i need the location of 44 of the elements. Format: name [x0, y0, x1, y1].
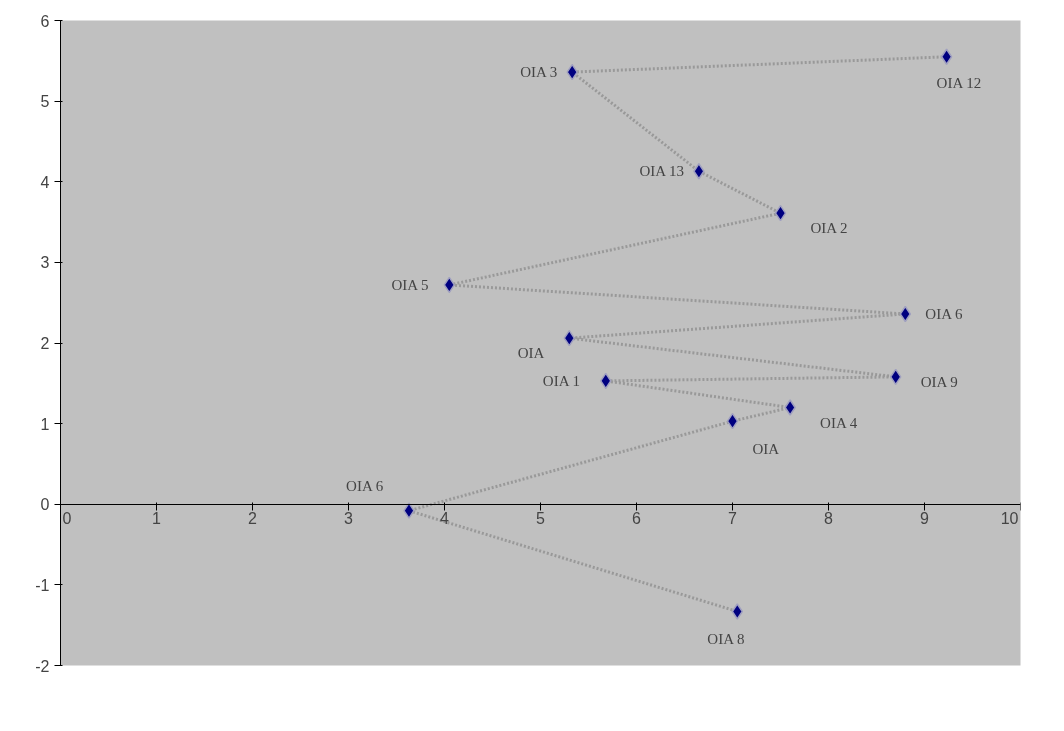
annotation: OIA 9: [920, 373, 958, 390]
point: [726, 412, 739, 430]
y-tick-label: 1: [40, 415, 50, 433]
annotation: OIA 3: [520, 64, 558, 81]
y-tick-label: -1: [35, 576, 50, 594]
annotation: OIA 1: [542, 372, 580, 389]
x-tick-label: 8: [824, 510, 834, 528]
x-tick-label: 7: [728, 510, 738, 528]
point: [940, 48, 953, 66]
annotation: OIA 13: [639, 163, 685, 180]
x-tick-label: 2: [248, 510, 258, 528]
y-tick-label: 5: [40, 93, 50, 111]
x-tick-label: 10: [1000, 510, 1019, 528]
x-tick-label: 6: [632, 510, 642, 528]
x-tick-label: 1: [152, 510, 162, 528]
point: [403, 502, 415, 519]
y-tick-label: 0: [40, 496, 50, 514]
point: [889, 368, 902, 386]
point: [899, 305, 912, 323]
y-tick-label: 4: [40, 173, 50, 191]
annotation: OIA: [752, 441, 780, 458]
point: [784, 399, 796, 416]
annotation: OIA: [517, 345, 545, 362]
point: [693, 163, 705, 180]
annotation: OIA 12: [936, 74, 982, 91]
point: [443, 276, 456, 294]
annotation: OIA 2: [810, 220, 848, 237]
x-tick-label: 5: [536, 510, 546, 528]
x-tick-label: 3: [344, 510, 354, 528]
annotation: OIA 8: [707, 631, 745, 648]
x-tick-label: 9: [920, 510, 930, 528]
annotation: OIA 4: [820, 414, 858, 431]
y-tick-label: 2: [40, 335, 50, 352]
y-tick-label: 3: [40, 254, 50, 272]
annotation: OIA 6: [346, 477, 384, 494]
y-tick-label: -2: [35, 657, 50, 675]
point: [731, 603, 744, 620]
x-tick-label: 4: [440, 510, 450, 528]
x-tick-label: 0: [62, 510, 72, 528]
point: [563, 329, 576, 347]
annotation: OIA 6: [925, 305, 963, 322]
annotation: OIA 5: [391, 276, 429, 293]
point: [774, 204, 787, 222]
y-tick-label: 6: [40, 12, 50, 30]
